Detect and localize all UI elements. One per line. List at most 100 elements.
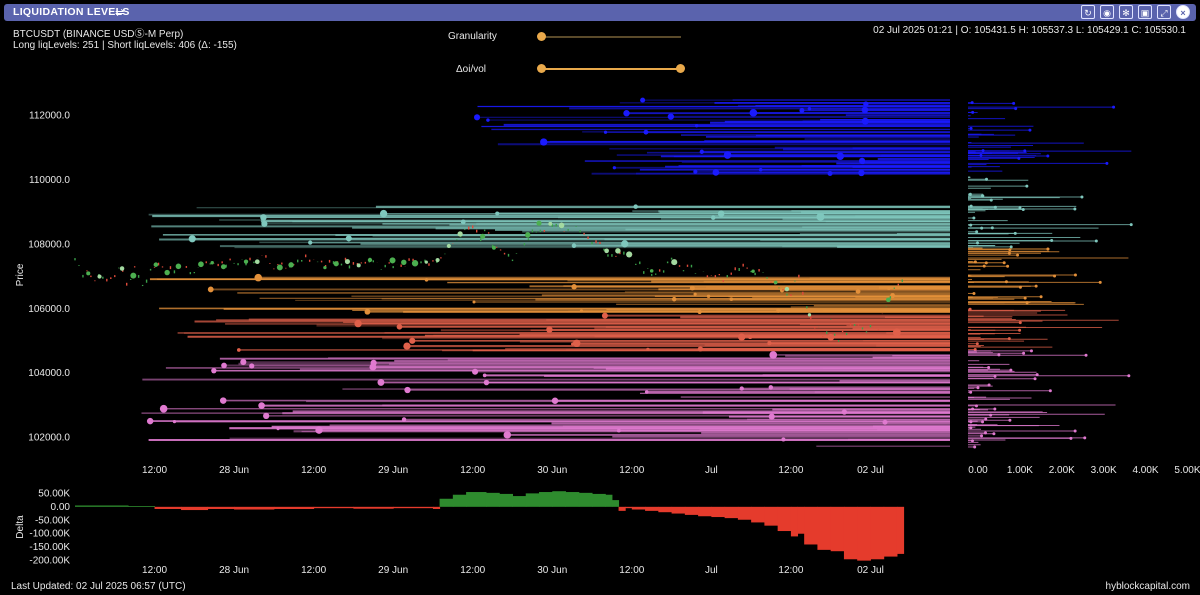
liquidation-hit (243, 259, 249, 264)
liquidation-hit (220, 264, 227, 270)
x-tick-label: 29 Jun (378, 465, 408, 476)
delta-bar (804, 506, 818, 545)
delta-x-tick-label: 28 Jun (219, 565, 249, 576)
histogram-marker (1073, 273, 1077, 277)
histogram-marker (980, 434, 984, 438)
liquidation-hit (356, 263, 361, 268)
histogram-marker (972, 216, 976, 220)
level-marker (860, 160, 865, 165)
histogram-marker (1098, 280, 1102, 284)
histogram-marker (981, 149, 985, 153)
delta-bar (525, 493, 540, 507)
histogram-marker (987, 383, 991, 387)
y-tick-label: 104000.0 (28, 368, 70, 379)
level-marker (207, 286, 214, 293)
delta-bar (75, 505, 129, 507)
liquidation-hit (548, 221, 553, 226)
liquidation-hit (480, 233, 486, 239)
last-updated: Last Updated: 02 Jul 2025 06:57 (UTC) (11, 581, 186, 592)
level-marker (712, 169, 720, 176)
histogram-marker (969, 426, 973, 430)
histogram-marker (971, 407, 975, 411)
delta-bar (857, 506, 871, 561)
liquidation-hit (784, 286, 790, 292)
level-marker (472, 368, 479, 375)
level-marker (729, 297, 734, 301)
liquidation-hit (558, 222, 565, 229)
gear-icon[interactable]: ✻ (1119, 5, 1133, 19)
symbol-label: BTCUSDT (BINANCE USDⓈ-M Perp) (13, 29, 184, 40)
liquidation-hit (536, 220, 542, 226)
histogram-marker (1046, 247, 1050, 251)
liquidation-hit (615, 248, 621, 254)
camera-icon[interactable]: ◉ (1100, 5, 1114, 19)
level-marker (159, 404, 168, 413)
histogram-tick-label: 5.00K (1174, 465, 1200, 476)
histogram-marker (1039, 295, 1043, 299)
granularity-knob[interactable] (537, 32, 546, 41)
level-marker (258, 402, 265, 409)
histogram-marker (1046, 154, 1050, 158)
delta-y-tick-label: 0.00 (51, 502, 71, 513)
refresh-icon[interactable]: ↻ (1081, 5, 1095, 19)
brand-link[interactable]: hyblockcapital.com (1105, 581, 1190, 592)
oi-vol-knob-max[interactable] (676, 64, 685, 73)
level-marker (473, 114, 481, 121)
delta-bar (466, 492, 487, 507)
liquidation-hit (446, 243, 451, 248)
delta-bar (539, 492, 553, 507)
histogram-marker (1012, 101, 1016, 105)
liquidation-hit (457, 231, 463, 237)
expand-icon[interactable]: ⤢ (1157, 5, 1171, 19)
histogram-marker (1016, 253, 1020, 257)
granularity-slider[interactable] (541, 36, 681, 38)
histogram-marker (1094, 239, 1098, 243)
histogram-marker (980, 194, 984, 198)
liquidation-level-lines (141, 97, 950, 448)
histogram-marker (975, 342, 979, 346)
delta-x-tick-label: 02 Jul (857, 565, 884, 576)
liquidation-hit (886, 297, 891, 303)
level-marker (767, 341, 772, 346)
delta-bar (485, 492, 500, 507)
level-marker (276, 427, 280, 431)
oi-vol-slider[interactable] (541, 68, 681, 70)
histogram-marker (969, 390, 973, 394)
histogram-marker (989, 198, 993, 202)
histogram-marker (968, 307, 972, 311)
liquidation-hit (119, 266, 125, 271)
liquidation-hit (97, 274, 102, 279)
save-icon[interactable]: ▣ (1138, 5, 1152, 19)
delta-bar (724, 506, 739, 519)
delta-bar (883, 506, 898, 557)
sliders-icon[interactable]: ⇌ (115, 7, 125, 19)
level-marker (863, 101, 869, 107)
histogram-marker (1014, 107, 1018, 111)
close-icon[interactable]: × (1176, 5, 1190, 19)
histogram-marker (987, 366, 991, 370)
histogram-marker (972, 291, 976, 295)
level-marker (640, 97, 646, 103)
level-marker (172, 420, 177, 424)
oi-vol-label: Δoi/vol (456, 64, 487, 75)
histogram-tick-label: 3.00K (1091, 465, 1117, 476)
level-marker (769, 351, 778, 359)
histogram-gap (950, 90, 964, 460)
x-tick-label: 12:00 (460, 465, 485, 476)
y-tick-label: 106000.0 (28, 304, 70, 315)
level-marker (308, 240, 313, 245)
level-marker (890, 293, 896, 299)
x-tick-label: 12:00 (778, 465, 803, 476)
oi-vol-knob-min[interactable] (537, 64, 546, 73)
delta-bar (698, 506, 712, 517)
delta-bar (611, 500, 620, 507)
level-marker (315, 426, 323, 434)
delta-bar (625, 506, 633, 509)
delta-x-tick-label: 12:00 (301, 565, 326, 576)
liquidation-hit (175, 263, 182, 270)
liquidation-hit (604, 248, 609, 254)
level-marker (495, 211, 500, 216)
delta-bar (452, 494, 467, 507)
delta-x-tick-label: 29 Jun (378, 565, 408, 576)
